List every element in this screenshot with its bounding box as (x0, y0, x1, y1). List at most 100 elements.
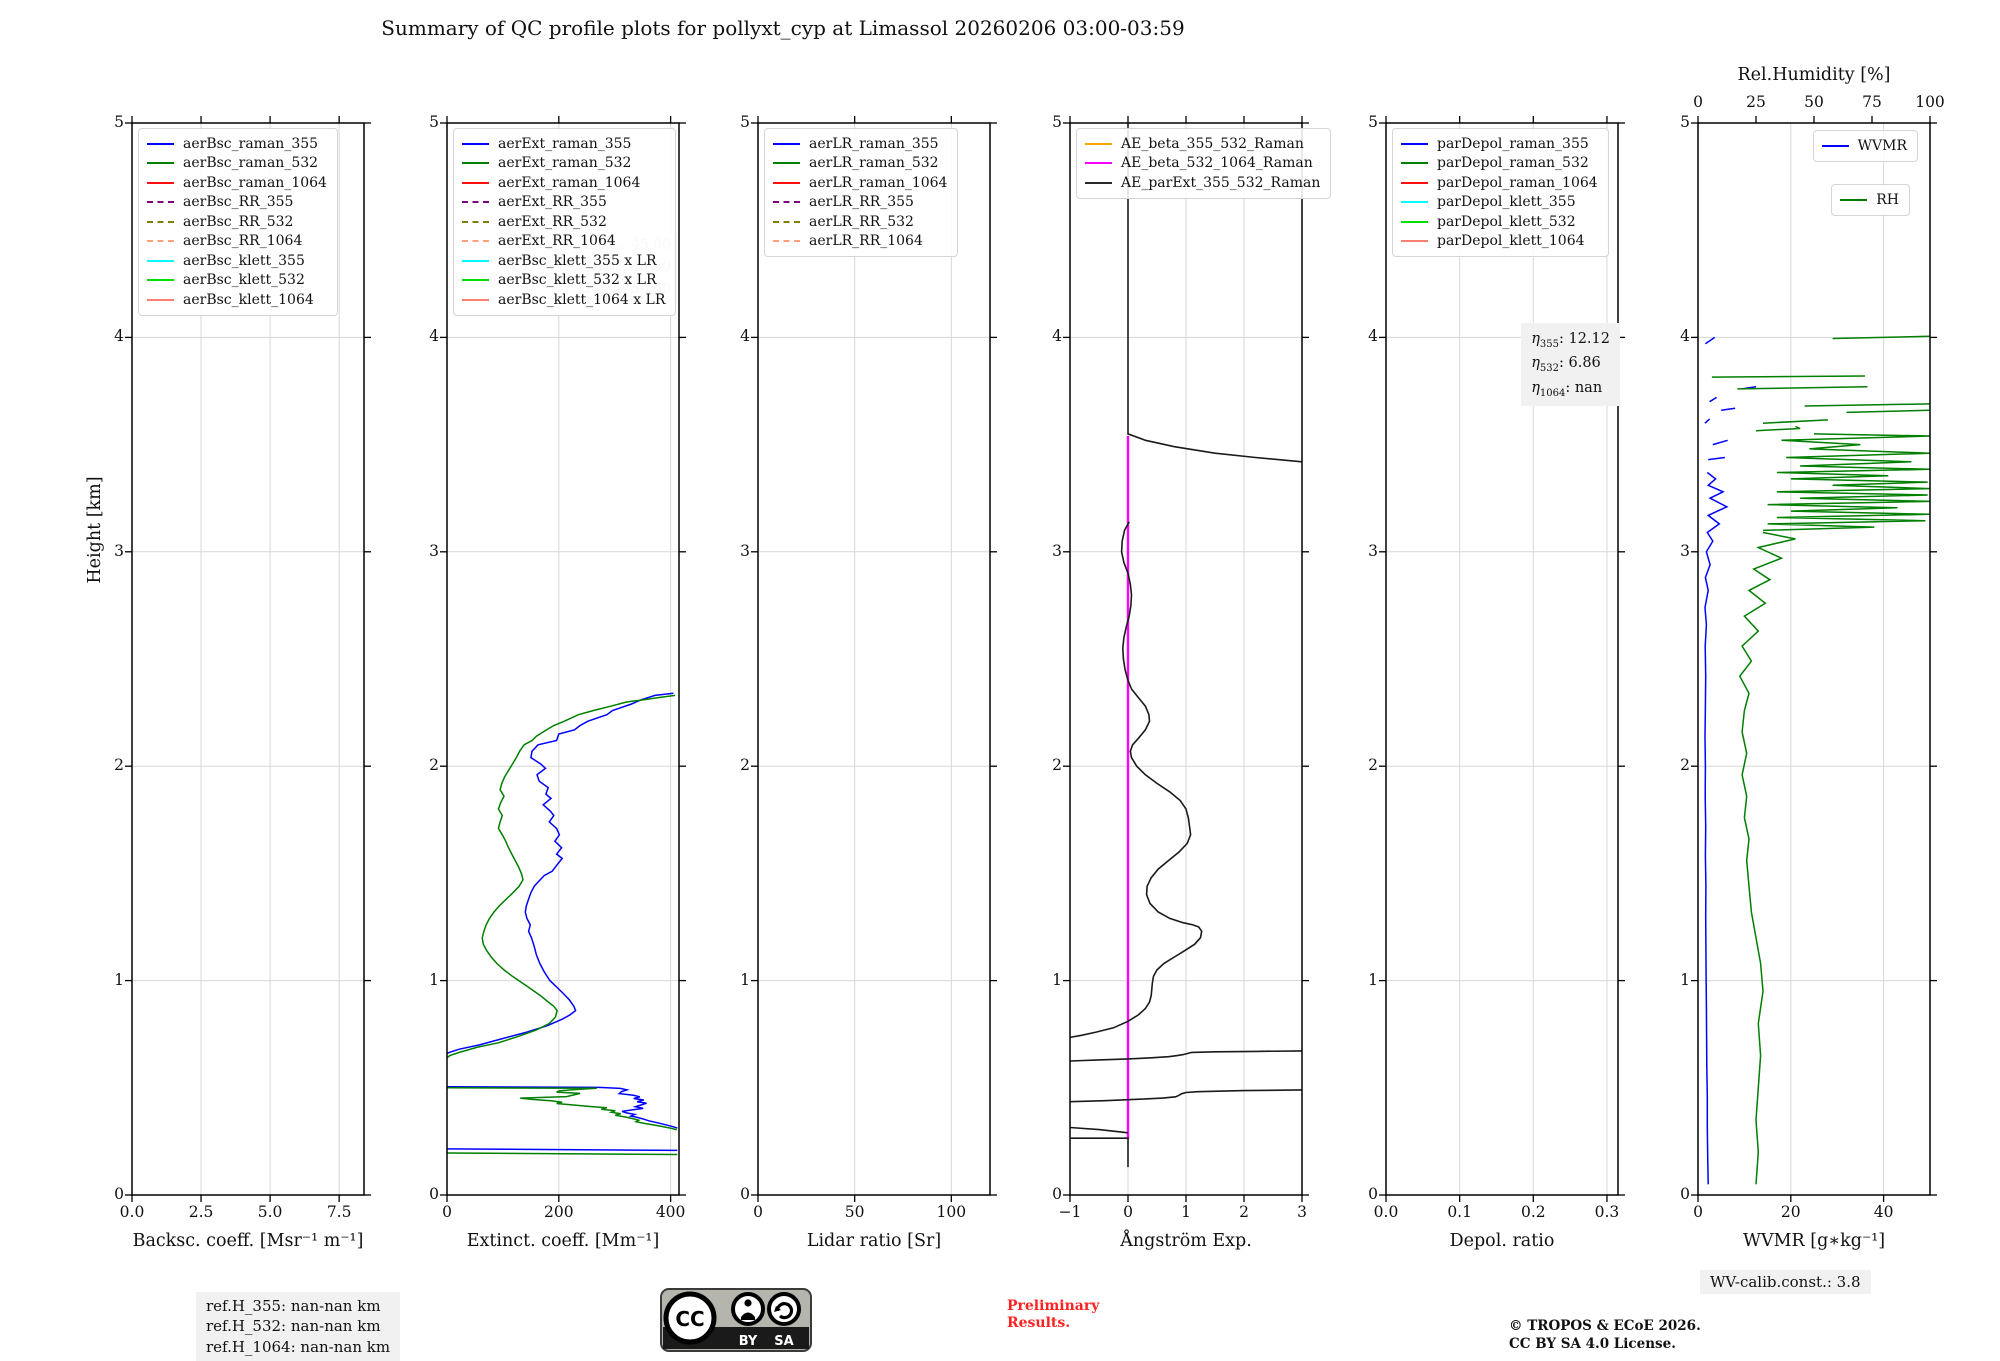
top-x-tick-label: 75 (1862, 93, 1882, 111)
y-tick-label: 0 (429, 1185, 439, 1203)
legend-line-sample (773, 162, 800, 165)
panel-backscatter: Backsc. coeff. [Msr⁻¹ m⁻¹] 0 1 2 3 4 5 0.0 2.5 5… (114, 113, 371, 1251)
legend-item: aerLR_raman_355 (773, 134, 947, 154)
legend-item: aerLR_RR_1064 (773, 232, 947, 252)
legend-item: parDepol_raman_1064 (1401, 173, 1598, 193)
legend-item: aerBsc_RR_1064 (147, 232, 327, 252)
legend-label: aerBsc_raman_355 (183, 135, 319, 152)
y-tick-label: 4 (429, 327, 439, 346)
panel-lidar-ratio: Lidar ratio [Sr] 0 1 2 3 4 5 0 50 100 aerLR_raman… (740, 113, 997, 1251)
preliminary-results-note: Preliminary Results. (1007, 1298, 1100, 1331)
legend-line-sample (462, 181, 489, 184)
y-tick-label: 2 (1368, 756, 1378, 775)
legend-item: aerBsc_klett_355 (147, 251, 327, 271)
legend-label: aerLR_raman_355 (809, 135, 939, 152)
x-tick-label: 20 (1780, 1203, 1801, 1221)
y-tick-label: 4 (740, 327, 750, 346)
x-tick-label: 0.3 (1594, 1203, 1620, 1221)
y-tick-label: 3 (114, 541, 124, 560)
xlabel-depol: Depol. ratio (1449, 1231, 1555, 1251)
x-tick-label: 200 (544, 1203, 574, 1221)
legend-item: aerExt_raman_355 (462, 134, 665, 154)
legend-label: aerLR_raman_532 (809, 155, 939, 172)
legend-line-sample (1401, 181, 1428, 184)
legend-item: parDepol_klett_532 (1401, 212, 1598, 232)
legend-item: parDepol_raman_532 (1401, 154, 1598, 174)
y-tick-label: 1 (1368, 970, 1378, 989)
legend-line-sample (1401, 162, 1428, 165)
legend-box: aerExt_raman_355 aerExt_raman_532 aerExt_r… (453, 128, 677, 316)
reference-height-note: ref.H_355: nan-nan km ref.H_532: nan-nan… (196, 1292, 401, 1361)
legend-label: AE_beta_355_532_Raman (1121, 135, 1304, 152)
top-axis-label-rh: Rel.Humidity [%] (1737, 65, 1891, 85)
AE_parExt_355_532_Raman-line (1069, 1126, 1129, 1134)
legend-item: AE_beta_355_532_Raman (1085, 134, 1320, 154)
legend-line-sample (147, 279, 174, 282)
AE_parExt_355_532_Raman-line (1070, 1137, 1129, 1168)
legend-item: aerExt_RR_355 (462, 193, 665, 213)
WVMR-line (1712, 439, 1728, 446)
legend-label: parDepol_raman_1064 (1437, 174, 1598, 191)
top-x-tick-label: 50 (1804, 93, 1824, 111)
legend-item: aerBsc_klett_1064 x LR (462, 290, 665, 310)
legend-item: aerBsc_klett_532 (147, 271, 327, 291)
aerExt_raman_355-line (446, 1085, 678, 1129)
legend-item: aerBsc_klett_355 x LR (462, 251, 665, 271)
RH-line (1832, 335, 1931, 340)
legend-box: parDepol_raman_355 parDepol_raman_532 parD… (1392, 128, 1609, 257)
top-x-tick-label: 100 (1915, 93, 1945, 111)
legend-item: RH (1840, 190, 1899, 210)
legend-line-sample (147, 162, 174, 165)
y-tick-label: 2 (740, 756, 750, 775)
y-tick-label: 4 (1680, 327, 1690, 346)
legend-item: aerLR_raman_1064 (773, 173, 947, 193)
x-tick-label: 0 (753, 1203, 763, 1221)
legend-label: aerBsc_klett_355 (183, 252, 305, 269)
legend-item: aerBsc_klett_1064 (147, 290, 327, 310)
y-tick-label: 0 (740, 1185, 750, 1203)
legend-label: aerExt_RR_355 (498, 194, 607, 211)
x-tick-label: 400 (655, 1203, 686, 1221)
legend-item: aerLR_RR_355 (773, 193, 947, 213)
y-tick-label: 5 (740, 113, 750, 131)
y-tick-label: 1 (1680, 970, 1690, 989)
y-tick-label: 5 (1052, 113, 1062, 131)
legend-line-sample (1401, 240, 1428, 243)
legend-item: aerBsc_klett_532 x LR (462, 271, 665, 291)
lidar-ratio-plot (751, 116, 997, 1202)
legend-line-sample (1401, 220, 1428, 223)
WVMR-line (1709, 396, 1717, 403)
x-tick-label: 0.0 (119, 1203, 145, 1221)
legend-box: WVMR (1812, 130, 1918, 162)
legend-item: aerLR_RR_532 (773, 212, 947, 232)
wv-calibration-note: WV-calib.const.: 3.8 (1700, 1270, 1871, 1294)
legend-label: AE_beta_532_1064_Raman (1121, 155, 1313, 172)
y-tick-label: 0 (1368, 1185, 1378, 1203)
legend-item: aerBsc_raman_355 (147, 134, 327, 154)
y-tick-label: 2 (114, 756, 124, 775)
RH-line (1737, 385, 1868, 390)
legend-line-sample (1401, 142, 1428, 145)
legend-label: AE_parExt_355_532_Raman (1121, 174, 1321, 191)
y-tick-label: 3 (1368, 541, 1378, 560)
y-tick-label: 5 (1680, 113, 1690, 131)
legend-label: aerBsc_klett_1064 x LR (498, 291, 666, 308)
RH-line (1711, 375, 1866, 378)
y-tick-label: 2 (1680, 756, 1690, 775)
legend-box: aerLR_raman_355 aerLR_raman_532 aerLR_rama… (764, 128, 959, 257)
legend-label: aerExt_raman_355 (498, 135, 632, 152)
legend-item: aerBsc_raman_532 (147, 154, 327, 174)
y-tick-label: 0 (1680, 1185, 1690, 1203)
legend-line-sample (147, 142, 174, 145)
legend-line-sample (147, 181, 174, 184)
y-tick-label: 3 (740, 541, 750, 560)
x-tick-label: 1 (1181, 1203, 1191, 1221)
y-tick-label: 1 (429, 970, 439, 989)
legend-label: aerBsc_raman_532 (183, 155, 319, 172)
legend-label: aerBsc_klett_532 x LR (498, 272, 657, 289)
legend-item: AE_beta_532_1064_Raman (1085, 154, 1320, 174)
legend-item: AE_parExt_355_532_Raman (1085, 173, 1320, 193)
y-tick-label: 0 (1052, 1185, 1062, 1203)
legend-line-sample (147, 220, 174, 223)
y-tick-label: 3 (1680, 541, 1690, 560)
